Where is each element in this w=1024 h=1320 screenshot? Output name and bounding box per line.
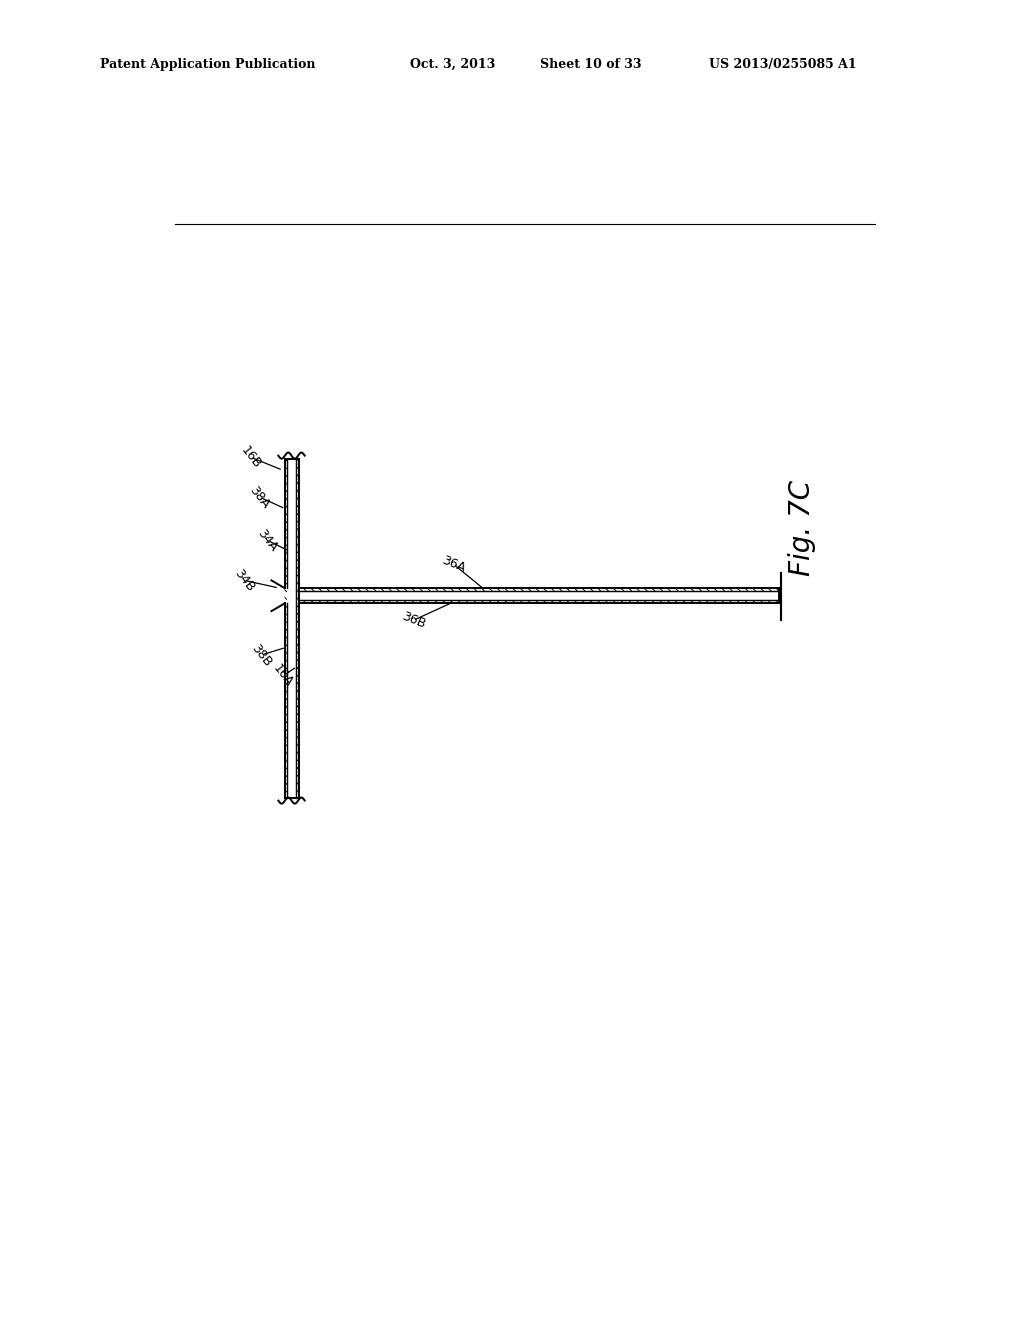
Text: 36B: 36B <box>399 610 427 631</box>
Text: Oct. 3, 2013: Oct. 3, 2013 <box>410 58 495 71</box>
Text: 16B: 16B <box>238 444 263 471</box>
Text: Sheet 10 of 33: Sheet 10 of 33 <box>540 58 641 71</box>
Text: 34A: 34A <box>255 527 281 554</box>
Text: 34B: 34B <box>231 566 257 594</box>
Text: Patent Application Publication: Patent Application Publication <box>100 58 315 71</box>
Text: 38B: 38B <box>249 642 274 669</box>
Text: Fig. 7C: Fig. 7C <box>788 480 816 576</box>
Text: 16A: 16A <box>270 663 296 689</box>
Text: 36A: 36A <box>440 553 467 574</box>
Text: US 2013/0255085 A1: US 2013/0255085 A1 <box>709 58 856 71</box>
Text: 38A: 38A <box>247 483 272 511</box>
